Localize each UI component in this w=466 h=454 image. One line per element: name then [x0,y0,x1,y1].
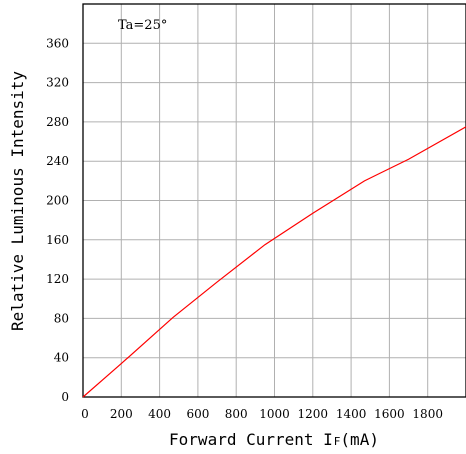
x-tick-label: 600 [186,407,209,421]
x-tick-label: 400 [148,407,171,421]
x-tick-label: 1600 [374,407,405,421]
x-tick-labels: 0 200 400 600 800 1000 1200 1400 1600 1800 [81,407,443,421]
x-tick-label: 800 [225,407,248,421]
y-tick-label: 120 [46,272,69,286]
y-tick-label: 80 [54,311,69,325]
x-axis-title-subscript: F [334,435,341,448]
x-tick-label: 1400 [336,407,367,421]
y-tick-label: 0 [61,390,69,404]
temperature-annotation: Ta=25° [118,18,167,33]
x-axis-title-main: Forward Current I [169,430,333,449]
y-tick-label: 160 [46,233,69,247]
x-tick-label: 1800 [412,407,443,421]
x-tick-label: 0 [81,407,89,421]
y-tick-labels: 0 40 80 120 160 200 240 280 320 360 [46,36,69,404]
x-axis-title: Forward Current IF(mA) [169,430,379,449]
y-tick-label: 240 [46,154,69,168]
y-tick-label: 40 [54,351,69,365]
y-tick-label: 200 [46,194,69,208]
x-tick-label: 1200 [298,407,329,421]
y-axis-title: Relative Luminous Intensity [8,71,27,331]
series-line [82,126,466,398]
y-tick-label: 360 [46,36,69,50]
series-layer [82,126,466,398]
plot-frame [82,3,466,398]
x-tick-label: 200 [110,407,133,421]
grid-lines [83,4,466,397]
y-tick-label: 320 [46,76,69,90]
y-tick-label: 280 [46,115,69,129]
x-axis-title-unit: (mA) [340,430,379,449]
x-tick-label: 1000 [259,407,290,421]
